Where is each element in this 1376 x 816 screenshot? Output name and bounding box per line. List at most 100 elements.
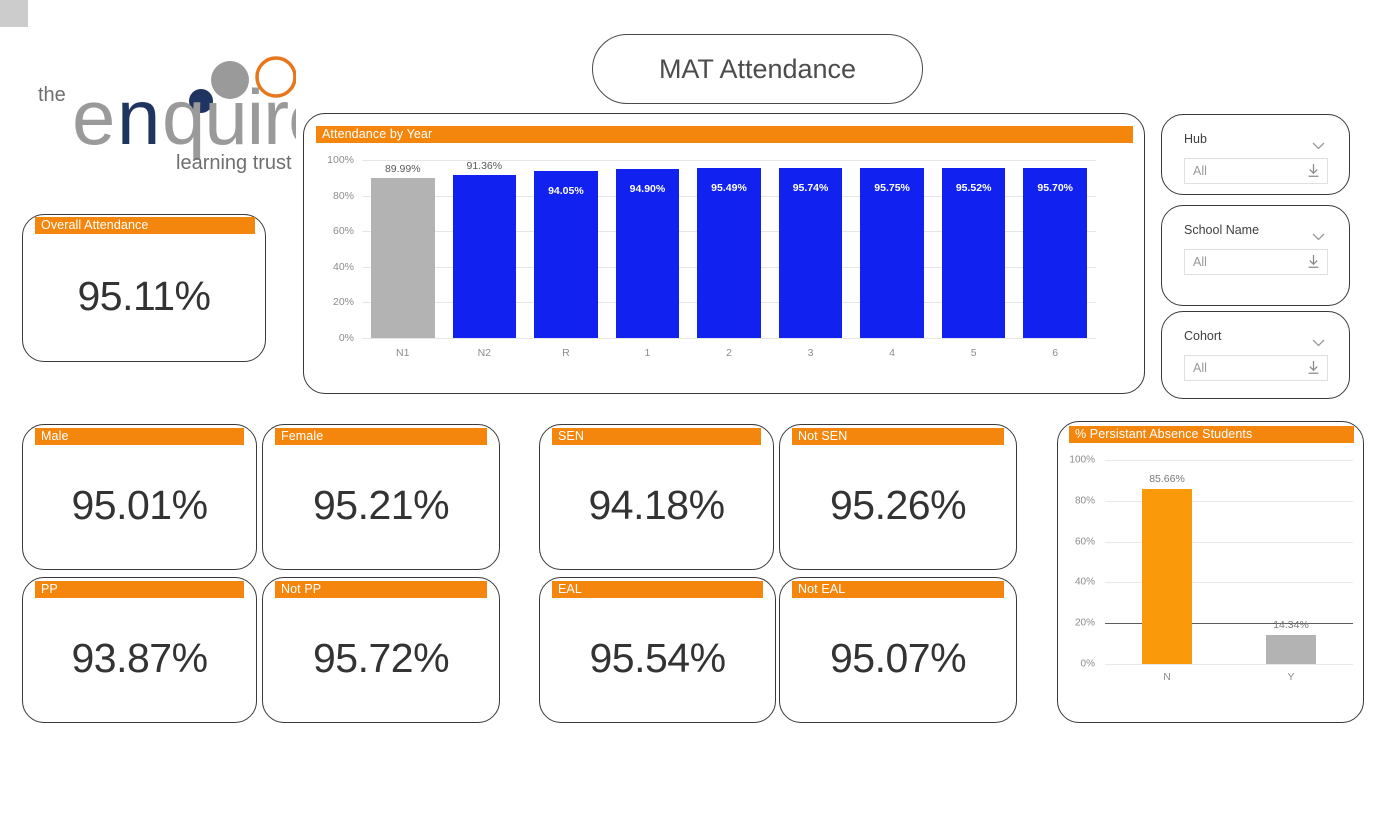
logo-orange-ring <box>255 56 297 98</box>
slicer-value-input[interactable]: All <box>1184 249 1328 275</box>
svg-text:n: n <box>117 73 159 161</box>
attendance-by-year-chart[interactable]: 0% 20% 40% 60% 80% 100% 89.99% N1 91.36% N2 94.05%… <box>316 148 1134 380</box>
kpi-value: 95.54% <box>589 635 726 681</box>
bar[interactable] <box>452 175 517 338</box>
bar[interactable] <box>370 177 435 338</box>
x-axis-tick-label[interactable]: 3 <box>807 347 814 359</box>
x-axis-tick-label[interactable]: N2 <box>477 347 492 359</box>
kpi-card: 95.01% <box>22 424 257 570</box>
bar-value-label: 89.99% <box>384 162 421 175</box>
logo-gray-dot <box>211 61 249 99</box>
persistant-absence-panel <box>1057 421 1364 723</box>
page-title: MAT Attendance <box>658 54 857 84</box>
kpi-card: 95.72% <box>262 577 500 723</box>
kpi-card: 94.18% <box>539 424 774 570</box>
bar-value-label: 85.66% <box>1149 473 1185 486</box>
y-axis-tick-label: 80% <box>332 189 354 202</box>
download-icon[interactable] <box>1307 360 1320 380</box>
kpi-value: 95.21% <box>312 482 450 528</box>
chevron-down-icon[interactable] <box>1312 334 1325 352</box>
y-axis-tick-label: 40% <box>1074 576 1095 588</box>
gridline <box>1105 541 1353 543</box>
download-icon[interactable] <box>1307 163 1320 183</box>
bar[interactable] <box>778 167 843 338</box>
x-axis-tick-label[interactable]: N <box>1163 671 1171 683</box>
reference-line <box>1105 623 1353 625</box>
chevron-down-icon[interactable] <box>1312 228 1325 246</box>
slicer-value: All <box>1193 255 1207 269</box>
gridline <box>1105 460 1353 461</box>
slicer-value: All <box>1193 361 1207 375</box>
bar[interactable] <box>941 167 1006 338</box>
x-axis-tick-label[interactable]: R <box>562 347 570 359</box>
kpi-card: 95.07% <box>779 577 1017 723</box>
gridline <box>362 338 1096 339</box>
kpi-header: Not PP <box>275 581 487 598</box>
svg-text:quire: quire <box>162 73 296 161</box>
bar[interactable] <box>1266 634 1316 664</box>
bar[interactable] <box>534 170 598 338</box>
y-axis-tick-label: 20% <box>1074 617 1095 629</box>
kpi-card: 95.21% <box>262 424 500 570</box>
slicer-value-input[interactable]: All <box>1184 355 1328 381</box>
corner-artifact <box>0 0 28 27</box>
y-axis-tick-label: 100% <box>327 154 354 166</box>
kpi-card: 95.54% <box>539 577 776 723</box>
bar-value-label: 94.90% <box>629 183 666 196</box>
kpi-value: 95.26% <box>829 482 967 528</box>
kpi-value: 95.01% <box>71 482 208 528</box>
bar-value-label: 95.75% <box>874 181 910 194</box>
y-axis-tick-label: 40% <box>332 260 354 273</box>
x-axis-tick-label[interactable]: N1 <box>396 347 410 359</box>
bar[interactable] <box>697 168 761 338</box>
x-axis-tick-label[interactable]: 2 <box>726 347 732 359</box>
bar[interactable] <box>615 169 680 338</box>
kpi-value: 95.72% <box>312 635 450 681</box>
bar-value-label: 14.34% <box>1273 618 1309 631</box>
kpi-header: Not EAL <box>792 581 1004 598</box>
slicer-value: All <box>1193 164 1207 178</box>
kpi-header: Not SEN <box>792 428 1004 445</box>
x-axis-tick-label[interactable]: 6 <box>1052 347 1059 359</box>
y-axis-tick-label: 0% <box>338 332 354 344</box>
bar-value-label: 95.74% <box>792 181 829 194</box>
gridline <box>1105 500 1353 502</box>
bar[interactable] <box>1142 489 1192 664</box>
slicer-label: Hub <box>1184 132 1207 146</box>
x-axis-tick-label[interactable]: 5 <box>970 347 977 359</box>
bar[interactable] <box>1023 167 1088 338</box>
kpi-header: Female <box>275 428 487 445</box>
kpi-card-overall-attendance: 95.11% <box>22 214 266 362</box>
dashboard-title-pill: MAT Attendance <box>592 34 923 104</box>
download-icon[interactable] <box>1307 254 1320 274</box>
svg-text:learning trust: learning trust <box>176 152 292 174</box>
x-axis-tick-label[interactable]: Y <box>1287 671 1295 683</box>
x-axis-tick-label[interactable]: 4 <box>889 347 896 359</box>
persistant-absence-chart[interactable]: 0% 20% 40% 60% 80% 100% 85.66% N 14.34% Y <box>1063 446 1359 704</box>
kpi-value: 95.07% <box>829 635 967 681</box>
svg-text:the: the <box>38 84 66 106</box>
svg-text:e: e <box>72 73 114 161</box>
chevron-down-icon[interactable] <box>1312 137 1325 155</box>
kpi-value: 94.18% <box>588 482 725 528</box>
bar-value-label: 91.36% <box>466 160 503 173</box>
attendance-by-year-title: Attendance by Year <box>316 126 1133 143</box>
kpi-card: 95.26% <box>779 424 1017 570</box>
y-axis-tick-label: 0% <box>1080 658 1095 670</box>
slicer-value-input[interactable]: All <box>1184 158 1328 184</box>
gridline <box>1105 664 1353 665</box>
gridline <box>362 160 1096 161</box>
y-axis-tick-label: 20% <box>332 296 354 309</box>
y-axis-tick-label: 100% <box>1069 454 1095 466</box>
kpi-header: SEN <box>552 428 761 445</box>
y-axis-tick-label: 60% <box>332 225 354 238</box>
persistant-absence-title: % Persistant Absence Students <box>1069 426 1354 443</box>
kpi-card: 93.87% <box>22 577 257 723</box>
y-axis-tick-label: 60% <box>1074 536 1095 548</box>
bar-value-label: 95.70% <box>1037 181 1074 194</box>
x-axis-tick-label[interactable]: 1 <box>644 347 651 359</box>
bar[interactable] <box>860 167 924 338</box>
kpi-header: EAL <box>552 581 763 598</box>
slicer-label: School Name <box>1184 223 1260 237</box>
logo-navy-dot <box>189 89 213 113</box>
